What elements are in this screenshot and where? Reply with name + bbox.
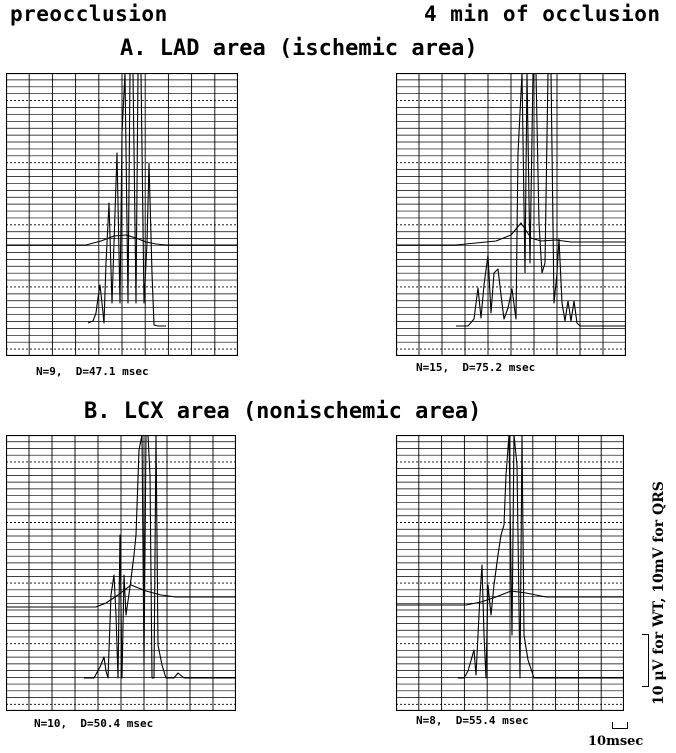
panel-b-occlusion-caption: N=8, D=55.4 msec xyxy=(416,714,529,727)
panel-a-occlusion xyxy=(396,73,626,356)
grid xyxy=(6,435,236,711)
panel-b-preocclusion xyxy=(6,435,236,711)
panel-a-occlusion-caption: N=15, D=75.2 msec xyxy=(416,361,536,374)
panel-b-preocclusion-caption: N=10, D=50.4 msec xyxy=(34,717,154,730)
horizontal-scale-label: 10msec xyxy=(588,734,644,749)
qrs-trace xyxy=(456,73,626,327)
vertical-scale-bar xyxy=(642,634,649,687)
grid xyxy=(396,73,626,356)
horizontal-scale-bar xyxy=(612,722,628,729)
occlusion-header: 4 min of occlusion xyxy=(424,2,661,26)
wt-baseline xyxy=(396,590,624,606)
qrs-trace xyxy=(87,73,166,327)
panel-b-occlusion-plot xyxy=(396,435,624,711)
wt-baseline xyxy=(6,234,238,246)
qrs-trace xyxy=(84,435,236,679)
section-a-title: A. LAD area (ischemic area) xyxy=(120,36,478,61)
wt-baseline xyxy=(396,222,626,246)
wt-baseline xyxy=(6,584,236,608)
grid xyxy=(396,435,624,711)
panel-b-occlusion xyxy=(396,435,624,711)
qrs-trace xyxy=(458,435,624,679)
panel-a-preocclusion xyxy=(6,73,238,356)
grid xyxy=(6,73,238,356)
section-b-title: B. LCX area (nonischemic area) xyxy=(84,399,482,424)
panel-a-preocclusion-caption: N=9, D=47.1 msec xyxy=(36,365,149,378)
panel-a-occlusion-plot xyxy=(396,73,626,356)
vertical-scale-label: 10 μV for WT, 10mV for QRS xyxy=(651,481,667,705)
panel-a-preocclusion-plot xyxy=(6,73,238,356)
panel-b-preocclusion-plot xyxy=(6,435,236,711)
preocclusion-header: preocclusion xyxy=(10,2,168,26)
